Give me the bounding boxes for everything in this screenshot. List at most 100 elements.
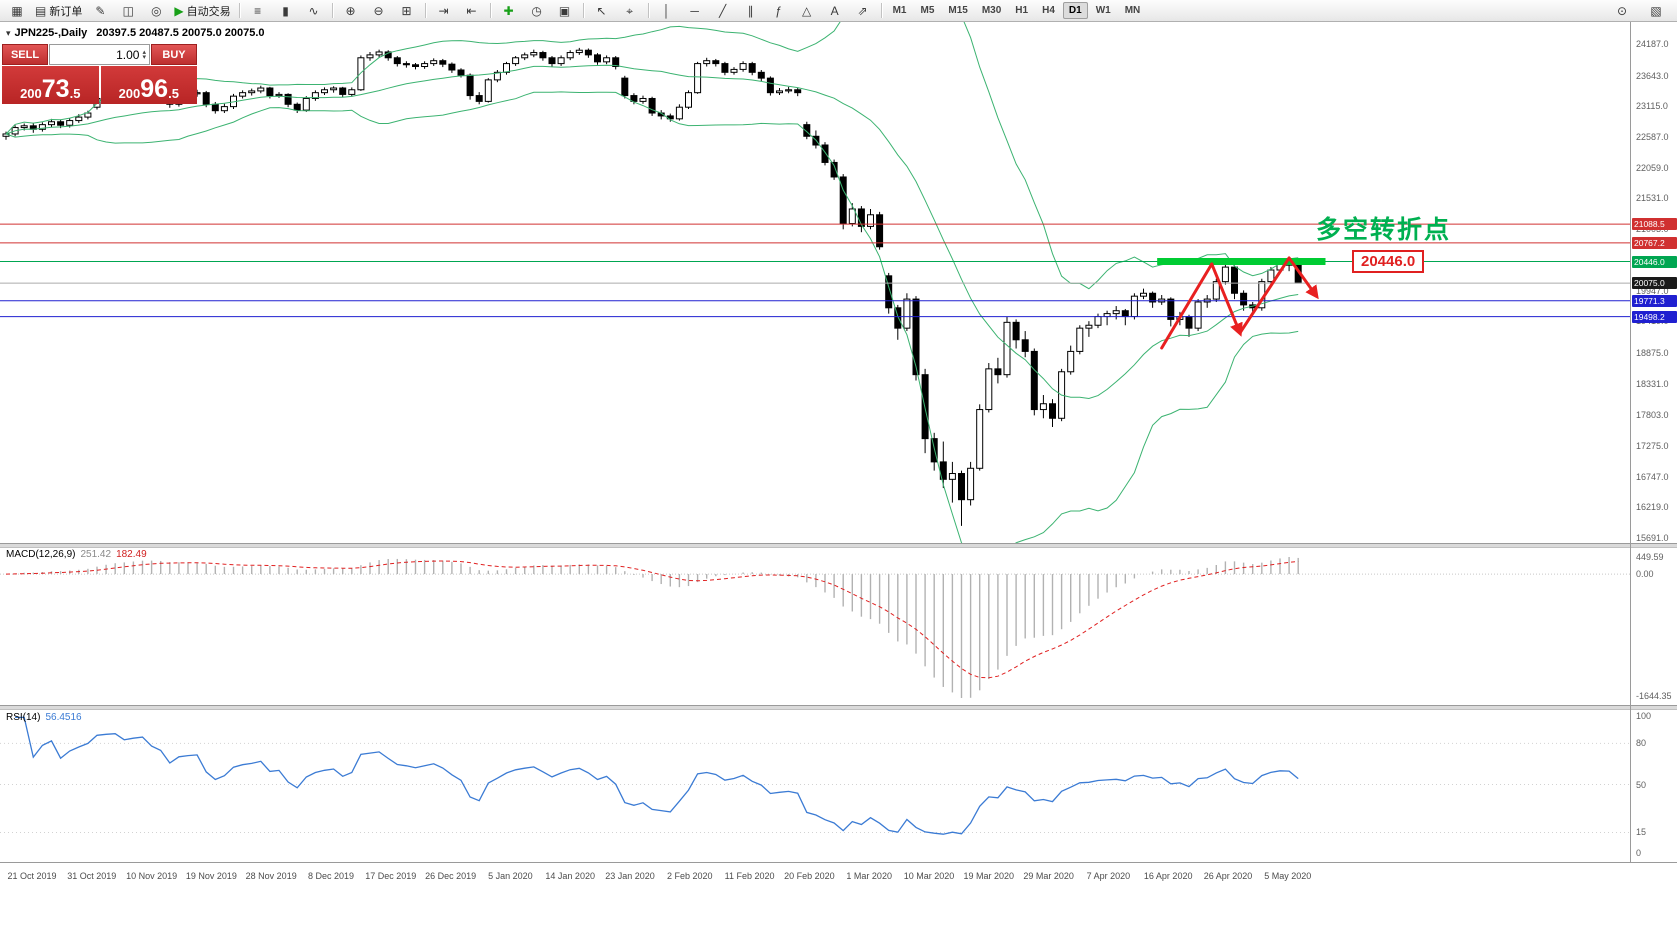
vertical-line-icon: │ [662, 3, 671, 18]
volume-field[interactable]: 1.00 ▴ ▾ [49, 44, 150, 65]
crosshair-icon[interactable]: ⌖ [617, 2, 643, 20]
fibonacci-icon[interactable]: ƒ [766, 2, 792, 20]
new-order-button[interactable]: ▤ 新订单 [32, 2, 85, 20]
channel-icon[interactable]: ∥ [738, 2, 764, 20]
macd-main-value: 251.42 [80, 549, 112, 560]
axis-date-label: 14 Jan 2020 [545, 871, 595, 881]
candle-chart-icon[interactable]: ▮ [273, 2, 299, 20]
collapse-panel-icon[interactable]: ▾ [6, 28, 11, 38]
cursor-icon[interactable]: ↖ [589, 2, 615, 20]
autoscroll-icon[interactable]: ⇥ [431, 2, 457, 20]
templates-icon[interactable]: ▣ [552, 2, 578, 20]
chart-shift-icon[interactable]: ⇤ [459, 2, 485, 20]
timeframe-h4-button[interactable]: H4 [1042, 5, 1055, 16]
volume-down-icon[interactable]: ▾ [142, 53, 146, 61]
toolbar-right-icons: ⊙ ▧ [1609, 2, 1673, 20]
timeframe-d1-button[interactable]: D1 [1062, 2, 1088, 19]
indicators-icon[interactable]: ✚ [496, 2, 522, 20]
text-icon: A [830, 3, 839, 18]
macd-signal-value: 182.49 [116, 549, 147, 560]
bar-chart-icon: ≡ [254, 3, 262, 18]
price-tag-label[interactable]: 20446.0 [1352, 250, 1425, 273]
autotrade-play-icon: ▶ [174, 3, 184, 18]
axis-price-label: 50 [1636, 779, 1647, 790]
axis-price-label: 17803.0 [1636, 410, 1669, 421]
axis-price-label: 16219.0 [1636, 502, 1669, 513]
panel-separator[interactable] [0, 543, 1677, 547]
price-line-label: 20446.0 [1632, 255, 1677, 268]
chart-title: ▾ JPN225-,Daily 20397.5 20487.5 20075.0 20… [6, 27, 265, 39]
fibonacci-icon: ƒ [775, 3, 782, 18]
axis-date-label: 17 Dec 2019 [365, 871, 417, 881]
axis-price-label: 24187.0 [1636, 39, 1669, 49]
support-icon[interactable]: ◎ [143, 2, 169, 20]
panel-separator[interactable] [0, 705, 1677, 709]
line-chart-icon[interactable]: ∿ [301, 2, 327, 20]
buy-price[interactable]: 200 96.5 [100, 66, 197, 104]
zoom-out-icon: ⊖ [373, 3, 384, 18]
axis-date-label: 11 Feb 2020 [724, 871, 775, 881]
price-digits: .5 [168, 86, 179, 101]
buy-button[interactable]: BUY [151, 44, 197, 65]
axis-price-label: 15691.0 [1636, 533, 1669, 543]
tile-windows-icon[interactable]: ⊞ [394, 2, 420, 20]
vertical-line-icon[interactable]: │ [654, 2, 680, 20]
axis-date-label: 31 Oct 2019 [67, 871, 117, 881]
sell-button[interactable]: SELL [2, 44, 48, 65]
axis-date-label: 5 May 2020 [1264, 871, 1312, 881]
tools-icon[interactable]: ✎ [87, 2, 113, 20]
sell-price[interactable]: 200 73.5 [2, 66, 99, 104]
price-digits: 96 [140, 75, 169, 103]
macd-header: MACD(12,26,9) 251.42 182.49 [6, 549, 147, 560]
trend-arrow[interactable] [1210, 262, 1243, 337]
turning-point-annotation[interactable]: 多空转折点 [1316, 216, 1452, 244]
arrow-tools-icon[interactable]: ⇗ [850, 2, 876, 20]
timeframe-w1-button[interactable]: W1 [1095, 5, 1111, 16]
shapes-icon[interactable]: △ [794, 2, 820, 20]
toolbar-separator [582, 3, 584, 18]
horizontal-line-icon[interactable]: ─ [682, 2, 708, 20]
horizontal-line-icon: ─ [690, 3, 699, 18]
trend-arrow[interactable] [1287, 256, 1319, 300]
panels-icon[interactable]: ▧ [1643, 2, 1669, 20]
timeframe-m5-button[interactable]: M5 [920, 5, 935, 16]
axis-date-label: 28 Nov 2019 [245, 871, 297, 881]
timeframe-h1-button[interactable]: H1 [1015, 5, 1029, 16]
axis-date-label: 2 Feb 2020 [667, 871, 713, 881]
axis-date-label: 10 Nov 2019 [126, 871, 178, 881]
timeframe-m1-button[interactable]: M1 [892, 5, 907, 16]
volume-up-icon[interactable]: ▴ [142, 48, 146, 56]
axis-price-label: 22059.0 [1636, 162, 1669, 173]
axis-date-label: 16 Apr 2020 [1143, 871, 1193, 881]
axis-date-label: 23 Jan 2020 [605, 871, 655, 881]
axis-date-label: 7 Apr 2020 [1086, 871, 1131, 881]
tile-windows-icon: ⊞ [401, 3, 412, 18]
profile-icon[interactable]: ◫ [115, 2, 141, 20]
timeframe-m15-button[interactable]: M15 [948, 5, 968, 16]
axis-price-label: 19947.0 [1636, 285, 1669, 296]
price-line-label: 20075.0 [1632, 277, 1677, 290]
new-order-button-label: 新订单 [49, 5, 83, 18]
trendline-icon[interactable]: ╱ [710, 2, 736, 20]
toolbar-separator [880, 3, 882, 18]
channel-icon: ∥ [747, 3, 754, 18]
order-ticket-icon: ▤ [35, 3, 47, 18]
axis-price-label: -1644.35 [1636, 691, 1672, 701]
trend-arrow[interactable] [1160, 262, 1214, 350]
search-icon[interactable]: ⊙ [1609, 2, 1635, 20]
axis-price-label: 15 [1636, 827, 1647, 838]
trend-arrow[interactable] [1238, 256, 1291, 335]
axis-price-label: 16747.0 [1636, 471, 1669, 482]
zoom-in-icon[interactable]: ⊕ [338, 2, 364, 20]
cycles-icon[interactable]: ◷ [524, 2, 550, 20]
zoom-out-icon[interactable]: ⊖ [366, 2, 392, 20]
timeframe-mn-button[interactable]: MN [1124, 5, 1141, 16]
timeframe-m30-button[interactable]: M30 [981, 5, 1002, 16]
text-icon[interactable]: A [822, 2, 848, 20]
axis-price-label: 80 [1636, 738, 1647, 749]
new-chart-icon[interactable]: ▦ [4, 2, 30, 20]
autotrade-button[interactable]: ▶ 自动交易 [171, 2, 233, 20]
bar-chart-icon[interactable]: ≡ [245, 2, 271, 20]
symbol-period-label: JPN225-,Daily [14, 27, 88, 39]
